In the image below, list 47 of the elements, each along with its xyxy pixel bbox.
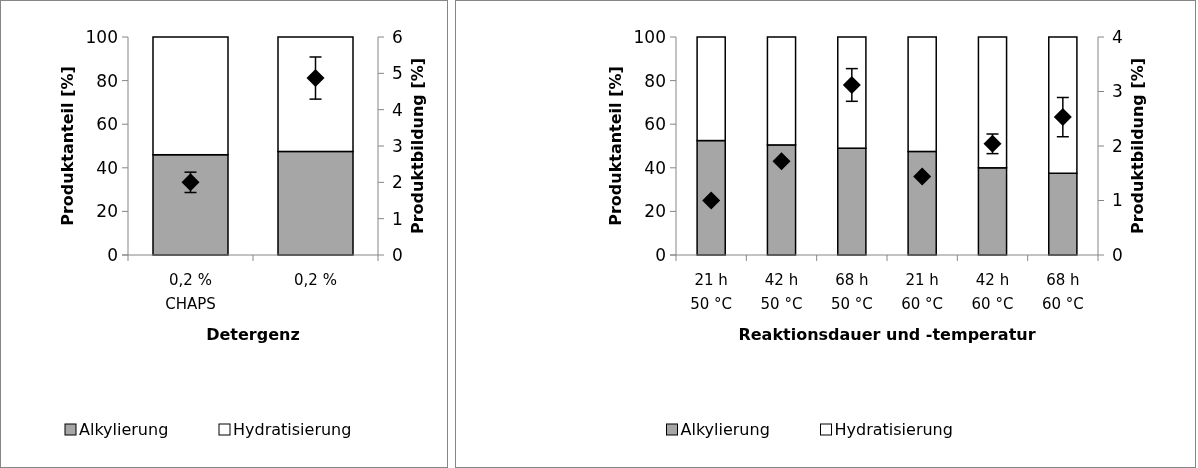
- y2-tick-label: 3: [1112, 81, 1123, 102]
- x-tick-label: 21 h 50 °C: [690, 271, 733, 313]
- y2-tick-label: 0: [392, 244, 403, 265]
- y-tick-label: 60: [644, 114, 666, 135]
- y-tick-label: 40: [96, 157, 118, 178]
- y-tick-label: 80: [644, 70, 666, 91]
- y-tick-label: 60: [96, 114, 118, 135]
- y-axis-title: Produktanteil [%]: [606, 66, 625, 226]
- x-axis-title: Reaktionsdauer und -temperatur: [738, 325, 1036, 344]
- point: [913, 167, 932, 186]
- legend-label: Hydratisierung: [233, 420, 352, 439]
- point: [1053, 108, 1072, 127]
- x-tick-label: 21 h 60 °C: [901, 271, 944, 313]
- x-tick-label: 0,2 %: [294, 271, 337, 289]
- point: [842, 75, 861, 94]
- y-axis-title: Produktanteil [%]: [58, 66, 77, 226]
- x-axis-title: Detergenz: [206, 325, 300, 344]
- x-tick-label: 68 h 60 °C: [1041, 271, 1084, 313]
- y2-tick-label: 2: [1112, 135, 1123, 156]
- x-tick-label: 68 h 50 °C: [830, 271, 873, 313]
- y-tick-label: 80: [96, 70, 118, 91]
- y-tick-label: 100: [633, 26, 666, 47]
- x-tick-label: 0,2 % CHAPS: [165, 271, 216, 313]
- y-tick-label: 20: [644, 201, 666, 222]
- y-tick-label: 0: [655, 244, 666, 265]
- y2-tick-label: 0: [1112, 244, 1123, 265]
- point: [702, 191, 721, 210]
- y-tick-label: 100: [85, 26, 118, 47]
- y2-tick-label: 6: [392, 26, 403, 47]
- y-tick-label: 20: [96, 201, 118, 222]
- y2-tick-label: 1: [392, 208, 403, 229]
- point: [772, 152, 791, 171]
- y2-tick-label: 4: [392, 99, 403, 120]
- legend-label: Alkylierung: [680, 420, 770, 439]
- x-tick-label: 42 h 50 °C: [760, 271, 803, 313]
- y2-tick-label: 1: [1112, 190, 1123, 211]
- x-tick-label: 42 h 60 °C: [971, 271, 1014, 313]
- legend-label: Alkylierung: [79, 420, 169, 439]
- y2-tick-label: 4: [1112, 26, 1123, 47]
- y-tick-label: 0: [107, 244, 118, 265]
- legend-label: Hydratisierung: [834, 420, 953, 439]
- y2-axis-title: Produktbildung [%]: [1128, 57, 1147, 235]
- y2-axis-title: Produktbildung [%]: [408, 57, 427, 235]
- y-tick-label: 40: [644, 157, 666, 178]
- y2-tick-label: 2: [392, 172, 403, 193]
- y2-tick-label: 3: [392, 135, 403, 156]
- y2-tick-label: 5: [392, 63, 403, 84]
